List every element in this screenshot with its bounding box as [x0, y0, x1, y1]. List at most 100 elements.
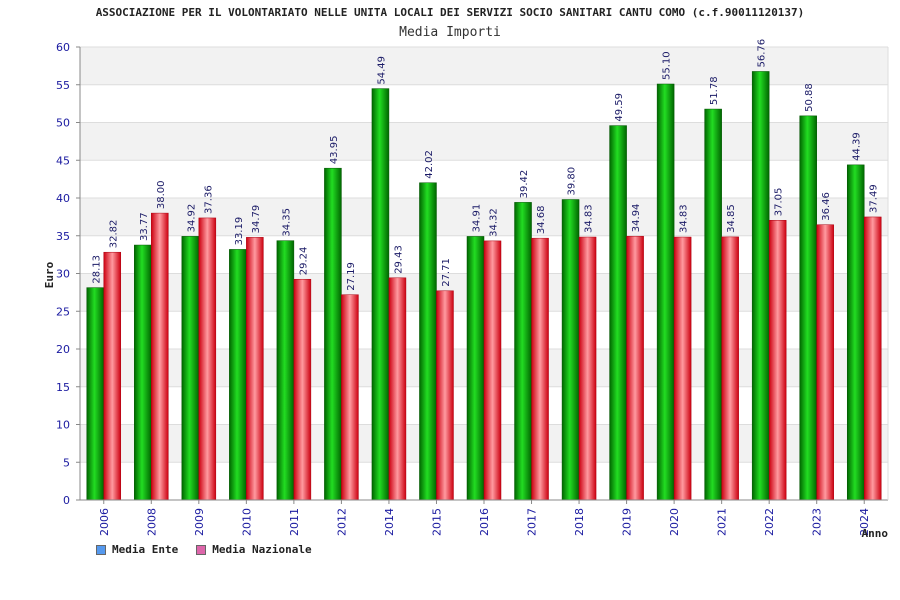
bar-nazionale-2009 — [198, 217, 217, 501]
x-tick-label-2021: 2021 — [716, 508, 729, 536]
data-label-ente-2011: 34.35 — [281, 208, 292, 237]
x-tick-label-2014: 2014 — [383, 508, 396, 536]
bar-ente-2017 — [514, 202, 532, 501]
x-tick-label-2015: 2015 — [430, 508, 443, 536]
data-label-ente-2017: 39.42 — [519, 170, 530, 199]
data-label-ente-2024: 44.39 — [852, 132, 863, 161]
data-label-nazionale-2021: 34.85 — [726, 204, 737, 233]
x-tick-label-2011: 2011 — [288, 508, 301, 536]
bar-nazionale-2015 — [436, 290, 454, 501]
bar-nazionale-2016 — [483, 240, 502, 501]
x-tick-label-2018: 2018 — [573, 508, 586, 536]
bar-ente-2022 — [751, 71, 770, 501]
data-label-nazionale-2018: 34.83 — [584, 204, 595, 233]
x-axis-label: Anno — [862, 527, 889, 540]
data-label-nazionale-2014: 29.43 — [393, 245, 404, 274]
bar-nazionale-2017 — [531, 237, 549, 501]
data-label-ente-2014: 54.49 — [376, 56, 387, 85]
bar-ente-2024 — [846, 164, 865, 501]
legend: Media Ente Media Nazionale — [96, 543, 312, 556]
x-tick-label-2008: 2008 — [145, 508, 158, 536]
data-label-ente-2022: 56.76 — [757, 39, 768, 68]
bar-ente-2014 — [371, 88, 390, 501]
data-label-nazionale-2015: 27.71 — [441, 258, 452, 287]
y-tick-label: 60 — [56, 41, 70, 54]
bar-ente-2015 — [419, 182, 437, 501]
data-label-ente-2010: 33.19 — [234, 217, 245, 246]
data-label-nazionale-2023: 36.46 — [821, 192, 832, 221]
legend-swatch-ente — [96, 544, 106, 555]
data-label-nazionale-2012: 27.19 — [346, 262, 357, 291]
bar-ente-2023 — [799, 115, 817, 501]
data-label-ente-2021: 51.78 — [709, 76, 720, 105]
data-label-ente-2009: 34.92 — [186, 204, 197, 233]
data-label-nazionale-2020: 34.83 — [679, 204, 690, 233]
data-label-nazionale-2010: 34.79 — [251, 205, 262, 234]
x-tick-label-2020: 2020 — [668, 508, 681, 536]
bar-nazionale-2020 — [673, 236, 692, 501]
bar-nazionale-2008 — [151, 212, 169, 501]
y-tick-label: 50 — [56, 117, 70, 130]
bar-nazionale-2011 — [293, 278, 312, 501]
bar-ente-2021 — [704, 108, 722, 501]
data-label-ente-2020: 55.10 — [662, 51, 673, 80]
data-label-ente-2018: 39.80 — [567, 167, 578, 196]
data-label-nazionale-2017: 34.68 — [536, 206, 547, 235]
bar-ente-2009 — [181, 236, 200, 501]
data-label-ente-2023: 50.88 — [804, 83, 815, 112]
bar-ente-2012 — [324, 167, 342, 501]
bar-nazionale-2022 — [768, 220, 787, 501]
legend-item-nazionale: Media Nazionale — [196, 543, 312, 556]
x-tick-label-2019: 2019 — [621, 508, 634, 536]
y-tick-label: 15 — [56, 381, 70, 394]
data-label-ente-2008: 33.77 — [139, 212, 150, 241]
y-tick-label: 40 — [56, 192, 70, 205]
data-label-ente-2019: 49.59 — [614, 93, 625, 122]
data-label-ente-2006: 28.13 — [91, 255, 102, 284]
data-label-ente-2016: 34.91 — [472, 204, 483, 233]
data-label-nazionale-2008: 38.00 — [156, 180, 167, 209]
data-label-nazionale-2009: 37.36 — [203, 185, 214, 214]
bar-nazionale-2006 — [103, 251, 122, 501]
x-tick-label-2012: 2012 — [335, 508, 348, 536]
legend-label-nazionale: Media Nazionale — [212, 543, 312, 556]
chart-title: ASSOCIAZIONE PER IL VOLONTARIATO NELLE U… — [95, 6, 805, 19]
x-tick-label-2022: 2022 — [763, 508, 776, 536]
bar-nazionale-2021 — [721, 236, 739, 501]
y-tick-label: 30 — [56, 268, 70, 281]
data-label-nazionale-2022: 37.05 — [774, 188, 785, 217]
bar-nazionale-2010 — [246, 237, 264, 501]
y-tick-label: 10 — [56, 419, 70, 432]
bar-ente-2011 — [276, 240, 295, 501]
data-label-nazionale-2011: 29.24 — [298, 247, 309, 276]
data-label-nazionale-2019: 34.94 — [631, 204, 642, 233]
x-tick-label-2010: 2010 — [240, 508, 253, 536]
y-axis-label: Euro — [43, 261, 56, 288]
x-tick-label-2023: 2023 — [811, 508, 824, 536]
bar-nazionale-2012 — [341, 294, 359, 501]
bar-nazionale-2019 — [626, 235, 644, 501]
bar-ente-2018 — [561, 199, 580, 501]
data-label-ente-2012: 43.95 — [329, 136, 340, 165]
x-tick-label-2009: 2009 — [193, 508, 206, 536]
x-tick-label-2024: 2024 — [858, 508, 871, 536]
x-tick-label-2006: 2006 — [98, 508, 111, 536]
y-tick-label: 25 — [56, 305, 70, 318]
legend-swatch-nazionale — [196, 544, 207, 555]
y-tick-label: 55 — [56, 79, 70, 92]
data-label-nazionale-2016: 34.32 — [489, 208, 500, 237]
x-tick-label-2016: 2016 — [478, 508, 491, 536]
bar-nazionale-2014 — [388, 277, 407, 501]
bar-ente-2016 — [466, 236, 485, 501]
x-tick-label-2017: 2017 — [526, 508, 539, 536]
bar-nazionale-2018 — [578, 236, 597, 501]
y-tick-label: 0 — [63, 494, 70, 507]
chart-subtitle: Media Importi — [399, 25, 501, 40]
legend-item-ente: Media Ente — [96, 543, 178, 556]
y-tick-label: 45 — [56, 154, 70, 167]
legend-label-ente: Media Ente — [112, 543, 179, 556]
bar-ente-2008 — [134, 244, 152, 501]
data-label-nazionale-2024: 37.49 — [869, 184, 880, 213]
bar-nazionale-2023 — [816, 224, 834, 501]
